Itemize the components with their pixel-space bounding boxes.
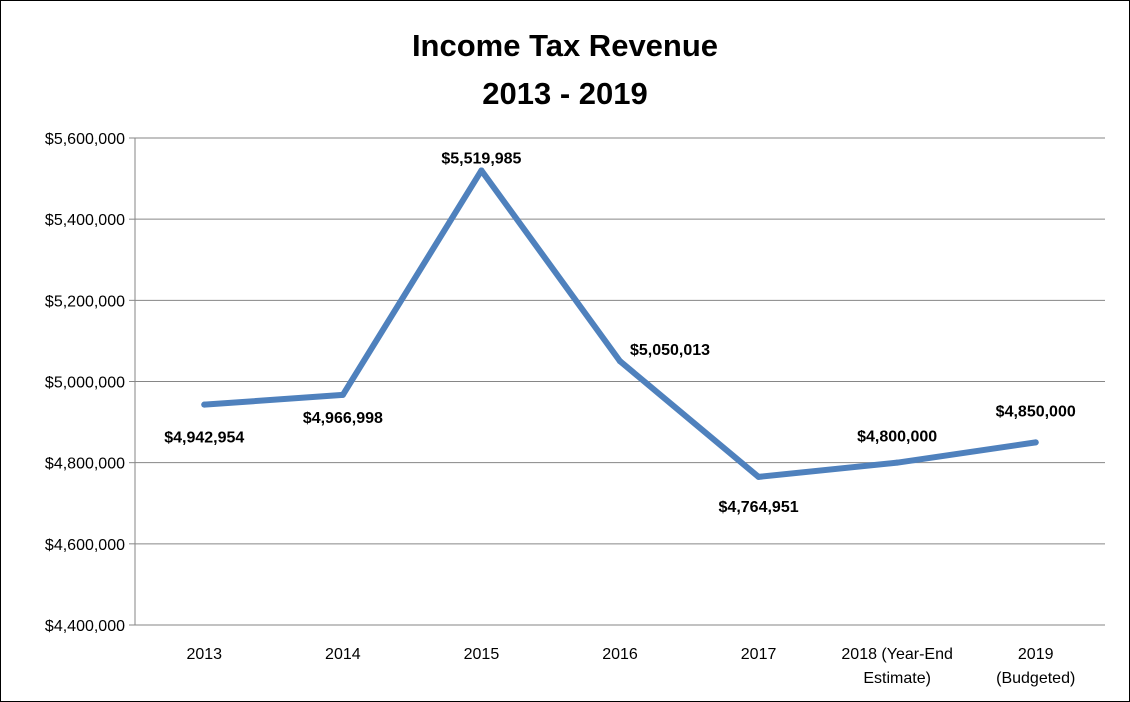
- x-tick-label: 2013: [186, 646, 222, 663]
- data-label: $5,050,013: [630, 342, 710, 359]
- y-tick-label: $5,400,000: [45, 212, 125, 229]
- x-axis-tick-labels: 2013 2014 2015 2016 2017 2018 (Year-End Estima…: [186, 646, 1075, 687]
- data-label: $4,966,998: [303, 410, 383, 427]
- y-axis-tick-labels: $5,600,000 $5,400,000 $5,200,000 $5,000,000…: [45, 131, 125, 635]
- y-tick-label: $4,400,000: [45, 618, 125, 635]
- y-tick-label: $5,200,000: [45, 293, 125, 310]
- series-layer: [201, 167, 1039, 480]
- data-point: [755, 473, 762, 480]
- x-tick-label: Estimate): [863, 670, 931, 687]
- data-point: [201, 401, 208, 408]
- x-tick-label: 2019: [1018, 646, 1054, 663]
- x-tick-label: (Budgeted): [996, 670, 1075, 687]
- y-tick-label: $4,800,000: [45, 456, 125, 473]
- y-tick-label: $5,000,000: [45, 375, 125, 392]
- x-tick-label: 2018 (Year-End: [841, 646, 953, 663]
- data-point: [617, 358, 623, 365]
- chart-title-line-2: 2013 - 2019: [482, 76, 648, 111]
- data-point: [1032, 439, 1039, 446]
- chart-title-line-1: Income Tax Revenue: [411, 28, 719, 63]
- data-label: $4,800,000: [857, 429, 937, 446]
- data-point: [339, 391, 346, 398]
- data-label: $4,764,951: [719, 499, 799, 516]
- data-labels: $4,942,954 $4,966,998 $5,519,985 $5,050,013…: [164, 150, 1076, 515]
- gridlines: [129, 137, 1105, 626]
- x-tick-label: 2016: [602, 646, 638, 663]
- data-point: [478, 167, 485, 174]
- x-tick-label: 2017: [741, 646, 777, 663]
- data-label: $4,942,954: [164, 430, 244, 447]
- y-tick-label: $5,600,000: [45, 131, 125, 148]
- data-label: $5,519,985: [441, 150, 521, 167]
- x-tick-label: 2014: [325, 646, 361, 663]
- data-point: [894, 459, 901, 466]
- y-tick-label: $4,600,000: [45, 537, 125, 554]
- x-tick-label: 2015: [464, 646, 500, 663]
- data-label: $4,850,000: [996, 403, 1076, 420]
